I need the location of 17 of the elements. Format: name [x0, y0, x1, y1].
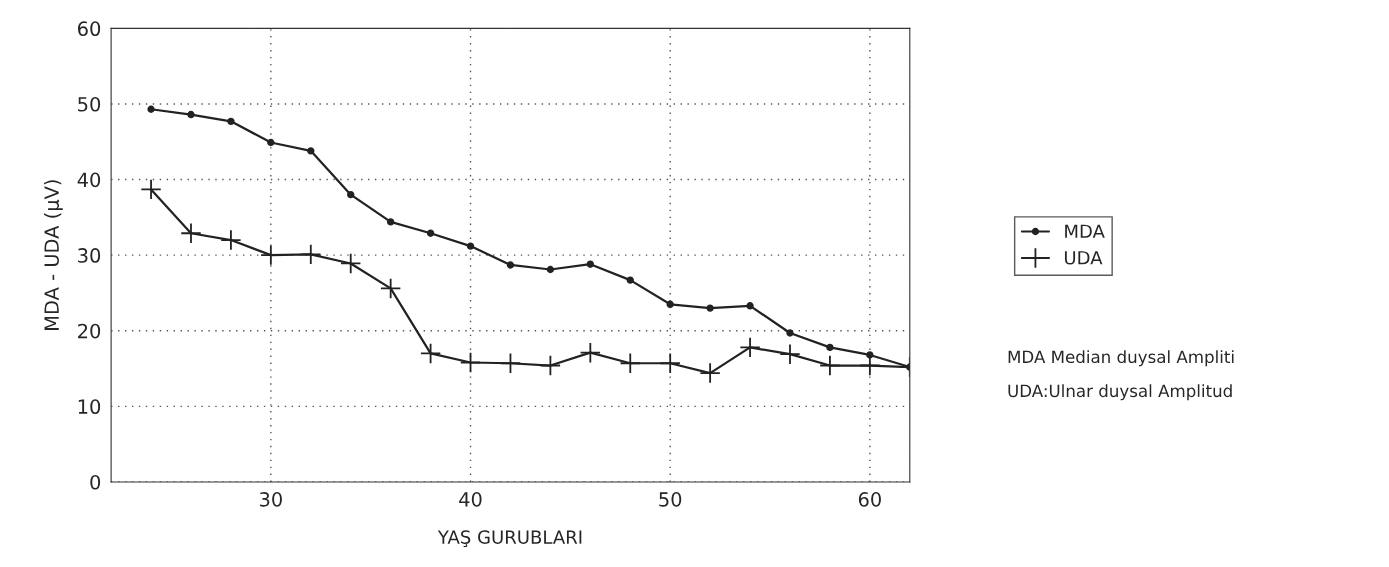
y-tick-label: 60	[78, 21, 101, 37]
text: MDA Median duysal Ampliti	[1008, 350, 1234, 367]
y-axis-title: MDA - UDA (µV)	[43, 180, 63, 330]
x-tick-label: 60	[858, 492, 881, 507]
x-tick-label: 50	[659, 492, 682, 507]
y-tick-label: 30	[78, 248, 101, 263]
y-tick-label: 10	[78, 399, 101, 415]
y-tick-label: 20	[78, 323, 101, 339]
y-tick-label: 0	[90, 474, 101, 490]
y-tick-label: 40	[77, 172, 101, 188]
x-tick-label: 30	[259, 492, 282, 507]
text: UDA:Ulnar duysal Amplitud	[1008, 384, 1232, 401]
y-tick-label: 50	[78, 96, 101, 112]
x-axis-title: YAŞ GURUBLARI	[437, 530, 582, 548]
legend-label: UDA	[1064, 251, 1103, 265]
x-tick-label: 40	[459, 492, 482, 507]
legend-label: MDA	[1065, 224, 1105, 238]
